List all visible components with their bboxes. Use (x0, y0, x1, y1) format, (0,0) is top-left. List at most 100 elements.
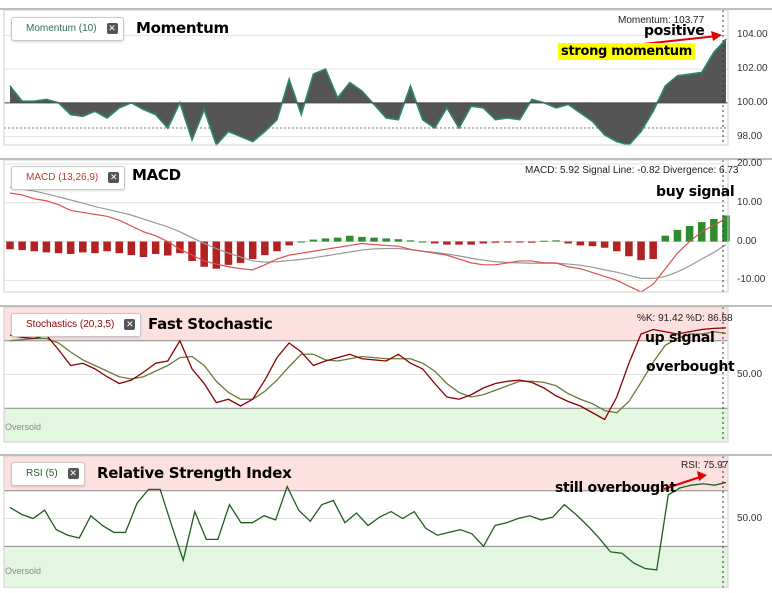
momentum-point (21, 100, 23, 102)
close-icon[interactable]: ✕ (106, 23, 118, 34)
annotation-strong-momentum: strong momentum (558, 43, 695, 60)
macd-divergence-bar (491, 241, 500, 243)
rsi-indicator-pill[interactable]: RSI (5) ✕ (11, 462, 85, 486)
stochastics-ytick-label: 50.00 (737, 368, 763, 380)
momentum-point (409, 85, 412, 87)
momentum-ytick-label: 102.00 (737, 63, 768, 75)
momentum-point (640, 130, 642, 133)
momentum-point (155, 114, 157, 116)
macd-divergence-bar (394, 239, 403, 242)
macd-divergence-bar (430, 241, 439, 244)
momentum-point (94, 110, 96, 112)
momentum-point (470, 105, 472, 107)
momentum-point (458, 127, 460, 129)
macd-indicator-pill[interactable]: MACD (13,26,9) ✕ (11, 166, 126, 190)
momentum-point (361, 90, 363, 92)
momentum-point (264, 130, 266, 133)
momentum-ytick-label: 100.00 (737, 96, 768, 108)
macd-readout: MACD: 5.92 Signal Line: -0.82 Divergence… (525, 165, 739, 176)
macd-divergence-bar (333, 237, 342, 242)
momentum-point (579, 112, 581, 114)
macd-divergence-bar (455, 241, 463, 245)
momentum-point (33, 100, 35, 102)
macd-divergence-bar (91, 241, 99, 254)
momentum-point (446, 107, 448, 109)
momentum-indicator-label: Momentum (10) (26, 23, 97, 34)
macd-divergence-bar (346, 235, 354, 242)
macd-divergence-bar (722, 215, 730, 242)
momentum-point (555, 107, 557, 109)
macd-divergence-bar (42, 241, 51, 253)
macd-indicator-label: MACD (13,26,9) (26, 172, 99, 183)
macd-divergence-bar (79, 241, 87, 253)
momentum-point (422, 119, 424, 121)
momentum-indicator-pill[interactable]: Momentum (10) ✕ (11, 17, 124, 41)
momentum-point (373, 103, 375, 106)
macd-divergence-bar (66, 241, 75, 254)
close-icon[interactable]: ✕ (108, 172, 120, 183)
stochastics-indicator-label: Stochastics (20,3,5) (26, 319, 115, 330)
rsi-overbought-zone (4, 456, 728, 491)
momentum-point (652, 110, 654, 112)
rsi-oversold-zone (4, 546, 728, 588)
momentum-point (482, 107, 484, 109)
macd-divergence-bar (637, 241, 645, 261)
macd-divergence-bar (528, 241, 536, 243)
macd-divergence-bar (54, 241, 63, 254)
momentum-point (288, 78, 290, 80)
macd-divergence-bar (127, 241, 136, 256)
macd-divergence-bar (382, 238, 390, 242)
macd-divergence-bar (139, 241, 148, 258)
momentum-point (252, 141, 254, 143)
momentum-point (591, 120, 594, 122)
close-icon[interactable]: ✕ (124, 319, 136, 330)
macd-divergence-bar (576, 241, 585, 246)
momentum-point (82, 115, 84, 117)
macd-divergence-bar (467, 241, 475, 245)
momentum-point (725, 38, 727, 40)
macd-divergence-bar (321, 238, 330, 242)
annotation-arrow-line (663, 476, 701, 490)
momentum-point (664, 85, 666, 87)
momentum-line (9, 38, 727, 147)
momentum-point (179, 102, 181, 104)
macd-divergence-bar (540, 240, 548, 242)
macd-divergence-bar (103, 241, 111, 252)
macd-divergence-bar (285, 241, 293, 246)
macd-ytick-label: 20.00 (737, 157, 763, 169)
rsi-readout: RSI: 75.97 (681, 460, 729, 471)
momentum-point (70, 114, 72, 116)
macd-divergence-bar (443, 241, 451, 245)
macd-divergence-bar (30, 241, 39, 252)
momentum-point (300, 114, 302, 116)
momentum-point (57, 102, 60, 104)
macd-divergence-bar (673, 229, 682, 242)
momentum-area (10, 39, 726, 145)
macd-divergence-bar (261, 241, 269, 256)
macd-divergence-bar (176, 241, 184, 254)
momentum-title: Momentum (136, 19, 229, 37)
macd-divergence-bar (613, 241, 621, 252)
momentum-point (324, 68, 327, 70)
stochastics-indicator-pill[interactable]: Stochastics (20,3,5) ✕ (11, 313, 142, 337)
momentum-point (531, 98, 533, 101)
momentum-point (385, 117, 387, 119)
macd-divergence-bar (552, 240, 560, 242)
momentum-readout: Momentum: 103.77 (618, 15, 705, 26)
close-icon[interactable]: ✕ (67, 468, 79, 479)
momentum-point (713, 51, 715, 53)
momentum-point (191, 139, 193, 141)
annotation-arrow-head (697, 471, 707, 481)
macd-divergence-bar (515, 241, 524, 243)
macd-divergence-bar (297, 241, 306, 243)
annotation-positive: positive (644, 23, 705, 39)
momentum-point (434, 127, 436, 129)
macd-divergence-bar (661, 235, 670, 242)
macd-title: MACD (132, 166, 181, 184)
macd-divergence-bar (625, 241, 633, 257)
rsi-ytick-label: 50.00 (737, 512, 763, 524)
macd-divergence-bar (18, 241, 26, 251)
macd-ytick-label: 0.00 (737, 235, 757, 247)
